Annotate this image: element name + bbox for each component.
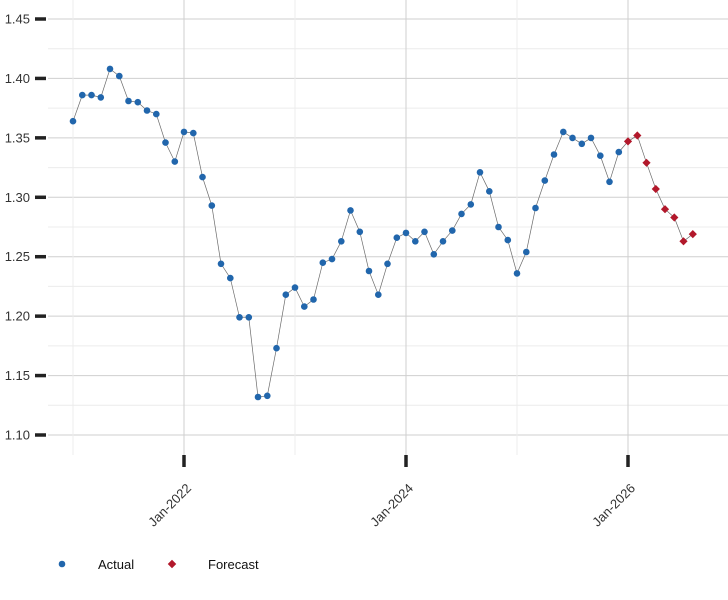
point-actual — [375, 291, 382, 299]
point-actual — [319, 259, 327, 267]
point-actual — [569, 134, 576, 142]
ytick-label: 1.40 — [5, 71, 30, 86]
point-forecast — [642, 158, 651, 167]
point-forecast — [688, 229, 697, 239]
ytick-label: 1.20 — [5, 309, 30, 324]
legend: Actual Forecast — [58, 557, 259, 572]
point-actual — [264, 392, 271, 400]
xtick-label: Jan-2022 — [145, 481, 194, 530]
series-line — [72, 68, 694, 398]
legend-marker-actual — [58, 560, 66, 568]
xtick-label: Jan-2024 — [367, 481, 416, 530]
point-actual — [97, 94, 105, 101]
point-actual — [301, 303, 308, 310]
point-actual — [190, 129, 197, 137]
point-actual — [476, 169, 484, 176]
point-actual — [79, 91, 86, 99]
point-actual — [504, 236, 512, 244]
point-forecast — [623, 137, 633, 146]
point-actual — [356, 228, 364, 236]
point-actual — [254, 393, 262, 401]
point-actual — [495, 223, 502, 231]
point-forecast — [651, 184, 660, 194]
legend-marker-forecast — [167, 559, 177, 569]
ytick-label: 1.45 — [5, 12, 30, 27]
point-actual — [236, 314, 243, 321]
point-actual — [69, 117, 77, 125]
point-actual — [143, 107, 151, 114]
point-actual — [541, 177, 549, 184]
point-actual — [171, 158, 179, 165]
point-actual — [523, 248, 530, 256]
point-actual — [393, 234, 401, 241]
point-actual — [116, 72, 123, 80]
point-actual — [587, 134, 595, 142]
point-actual — [227, 274, 234, 282]
point-actual — [560, 128, 567, 136]
point-actual — [328, 255, 336, 263]
point-forecast — [660, 205, 670, 214]
ytick-label: 1.15 — [5, 368, 30, 383]
point-actual — [606, 178, 613, 186]
point-actual — [597, 152, 604, 159]
legend-label-forecast: Forecast — [208, 557, 259, 572]
grid — [48, 0, 728, 455]
point-actual — [291, 284, 299, 291]
point-forecast — [633, 131, 642, 140]
point-actual — [486, 188, 493, 195]
point-actual — [615, 148, 623, 156]
ytick-label: 1.25 — [5, 249, 30, 264]
data-markers — [69, 65, 697, 401]
point-actual — [439, 238, 447, 245]
legend-label-actual: Actual — [98, 557, 134, 572]
point-actual — [273, 344, 280, 352]
point-actual — [578, 140, 586, 148]
point-actual — [513, 270, 521, 277]
point-actual — [310, 296, 317, 303]
point-actual — [365, 267, 373, 275]
point-actual — [467, 201, 475, 208]
point-actual — [217, 260, 225, 268]
point-actual — [347, 207, 354, 214]
point-actual — [550, 151, 558, 158]
ytick-label: 1.10 — [5, 428, 30, 443]
point-actual — [125, 97, 132, 105]
point-actual — [134, 98, 142, 106]
point-actual — [532, 204, 539, 212]
point-actual — [88, 91, 95, 99]
point-actual — [106, 65, 114, 73]
point-actual — [430, 251, 438, 258]
point-actual — [458, 210, 465, 218]
xtick-label: Jan-2026 — [589, 481, 638, 530]
axes: 1.10 1.15 1.20 1.25 1.30 1.35 1.40 1.45 Jan-2022… — [5, 12, 638, 530]
point-actual — [402, 229, 410, 237]
point-actual — [338, 238, 345, 245]
point-actual — [282, 291, 290, 299]
point-actual — [384, 260, 391, 268]
ytick-label: 1.30 — [5, 190, 30, 205]
point-actual — [421, 228, 428, 236]
ytick-label: 1.35 — [5, 130, 30, 145]
series-line-path — [72, 68, 694, 398]
point-actual — [208, 202, 216, 209]
point-actual — [412, 238, 419, 245]
point-actual — [199, 173, 206, 181]
point-actual — [449, 227, 456, 234]
point-actual — [162, 139, 169, 146]
point-actual — [153, 110, 160, 118]
point-actual — [180, 128, 188, 136]
point-actual — [245, 314, 253, 321]
point-forecast — [679, 237, 688, 246]
point-forecast — [670, 213, 679, 222]
